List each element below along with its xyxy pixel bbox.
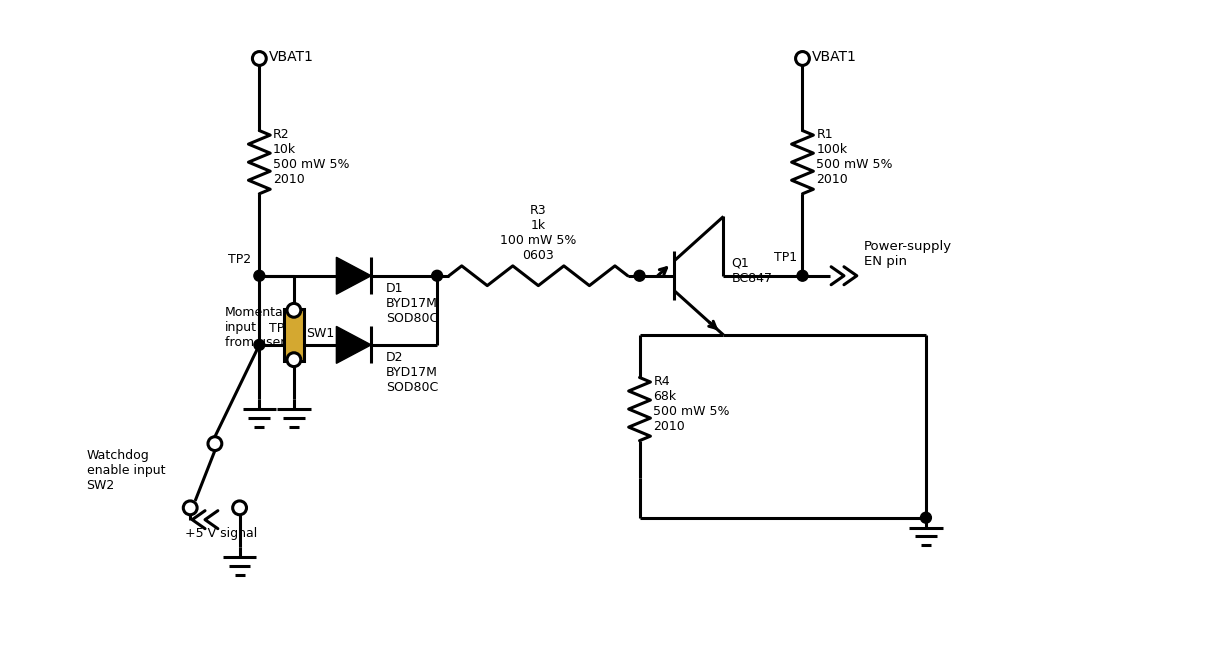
Text: R1
100k
500 mW 5%
2010: R1 100k 500 mW 5% 2010	[816, 128, 893, 186]
Circle shape	[921, 513, 932, 523]
Text: VBAT1: VBAT1	[269, 50, 314, 64]
Text: VBAT1: VBAT1	[812, 50, 857, 64]
Text: R3
1k
100 mW 5%
0603: R3 1k 100 mW 5% 0603	[500, 204, 577, 262]
Text: Power-supply
EN pin: Power-supply EN pin	[864, 240, 952, 268]
Circle shape	[252, 52, 267, 66]
Circle shape	[287, 304, 301, 317]
Circle shape	[287, 353, 301, 366]
Circle shape	[183, 501, 197, 515]
Text: R4
68k
500 mW 5%
2010: R4 68k 500 mW 5% 2010	[653, 375, 730, 433]
Circle shape	[253, 270, 264, 281]
Circle shape	[432, 270, 443, 281]
Polygon shape	[337, 326, 371, 363]
Text: Q1
BC847: Q1 BC847	[731, 257, 772, 285]
Text: TP1: TP1	[775, 251, 798, 264]
Text: Watchdog
enable input
SW2: Watchdog enable input SW2	[87, 449, 165, 492]
Text: R2
10k
500 mW 5%
2010: R2 10k 500 mW 5% 2010	[273, 128, 350, 186]
Text: Momentary
input
from user: Momentary input from user	[225, 306, 296, 348]
Polygon shape	[337, 257, 371, 294]
Circle shape	[233, 501, 246, 515]
Text: TP3: TP3	[269, 322, 292, 335]
Circle shape	[253, 340, 264, 350]
Circle shape	[634, 270, 645, 281]
Text: D2
BYD17M
SOD80C: D2 BYD17M SOD80C	[386, 351, 438, 394]
Text: D1
BYD17M
SOD80C: D1 BYD17M SOD80C	[386, 281, 438, 325]
Text: SW1: SW1	[305, 326, 334, 340]
Text: +5 V signal: +5 V signal	[185, 527, 257, 539]
FancyBboxPatch shape	[284, 310, 304, 360]
Circle shape	[208, 437, 222, 450]
Circle shape	[797, 270, 807, 281]
Text: TP2: TP2	[228, 253, 251, 266]
Circle shape	[795, 52, 810, 66]
